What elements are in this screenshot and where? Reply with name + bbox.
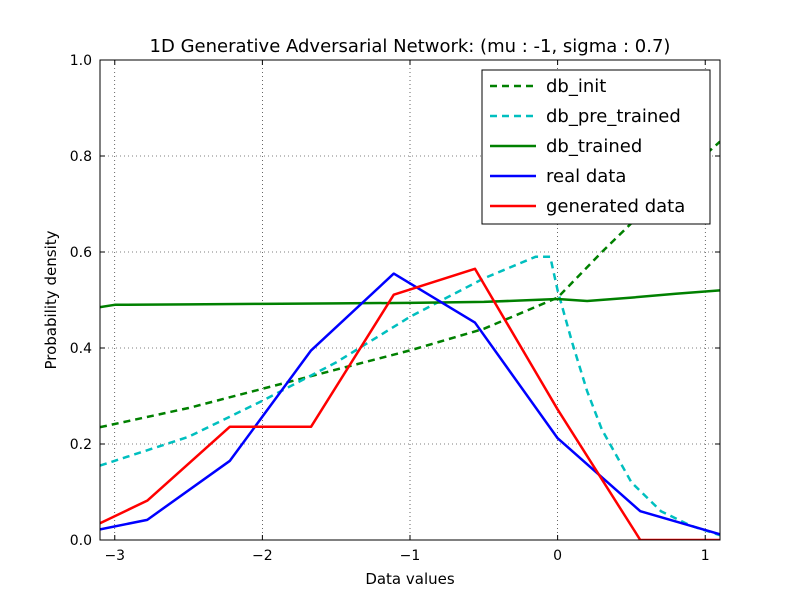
y-tick-label: 0.4 xyxy=(70,341,92,357)
series-line-db-pre-trained xyxy=(100,255,720,537)
legend-label: generated data xyxy=(546,196,685,217)
y-tick-labels: 0.0 0.2 0.4 0.6 0.8 1.0 xyxy=(70,53,92,549)
chart-title: 1D Generative Adversarial Network: (mu :… xyxy=(150,36,671,57)
legend-label: real data xyxy=(546,166,626,187)
x-tick-label: −2 xyxy=(252,548,273,564)
series-line-generated-data xyxy=(100,267,720,540)
series-line-real-data xyxy=(100,272,720,536)
x-tick-label: 0 xyxy=(553,548,562,564)
y-tick-label: 0.8 xyxy=(70,149,92,165)
x-tick-label: −1 xyxy=(400,548,421,564)
x-tick-labels: −3 −2 −1 0 1 xyxy=(104,548,709,564)
series-line-db-trained xyxy=(100,289,720,309)
legend-entry: generated data xyxy=(490,196,685,217)
y-tick-label: 0.6 xyxy=(70,245,92,261)
y-axis-label: Probability density xyxy=(42,230,60,369)
legend-entry: db_trained xyxy=(490,136,642,157)
legend-entry: real data xyxy=(490,166,626,187)
y-tick-label: 0.2 xyxy=(70,437,92,453)
legend-label: db_trained xyxy=(546,136,642,157)
ticks xyxy=(100,59,720,541)
x-axis-label: Data values xyxy=(365,570,455,588)
x-tick-label: −3 xyxy=(104,548,125,564)
legend-entry: db_init xyxy=(490,76,606,97)
legend-label: db_init xyxy=(546,76,606,97)
x-tick-label: 1 xyxy=(701,548,710,564)
y-tick-label: 0.0 xyxy=(70,533,92,549)
legend-label: db_pre_trained xyxy=(546,106,681,127)
y-tick-label: 1.0 xyxy=(70,53,92,69)
legend-entry: db_pre_trained xyxy=(490,106,681,127)
